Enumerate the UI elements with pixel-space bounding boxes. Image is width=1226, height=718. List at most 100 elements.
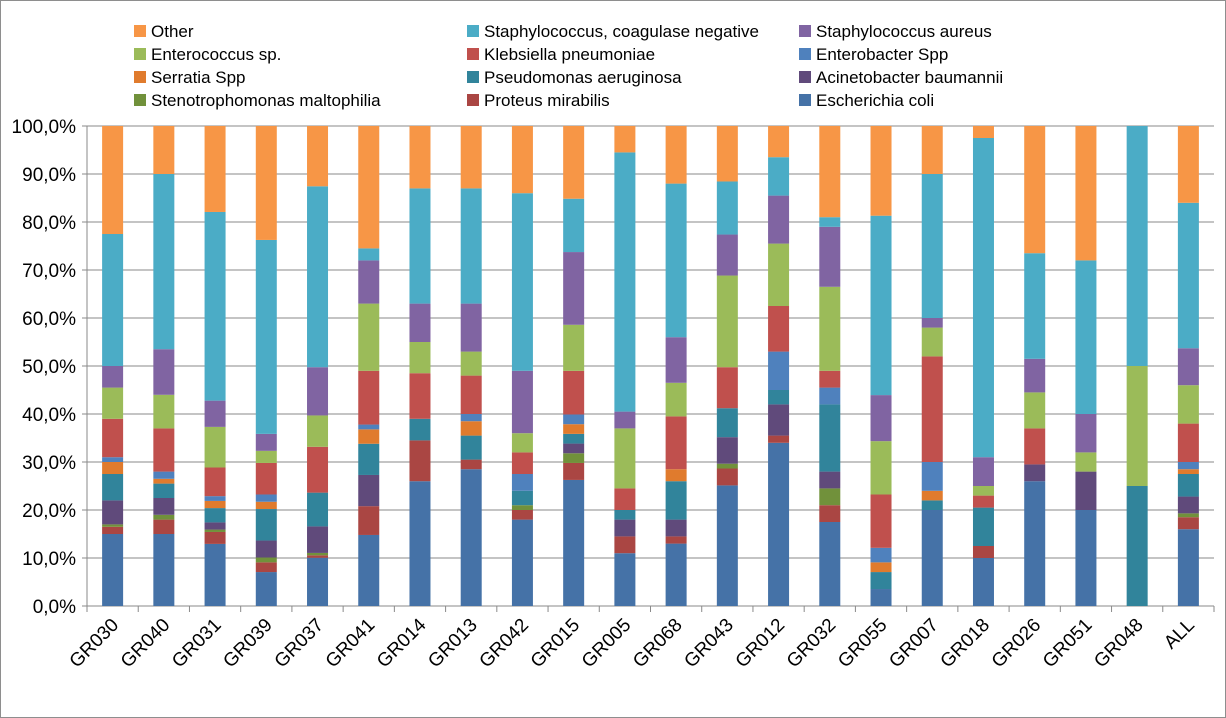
legend-label: Klebsiella pneumoniae <box>484 45 655 64</box>
bar-segment-gr043-other <box>716 126 738 182</box>
bar-segment-gr032-stenotrophomonas-maltophilia <box>819 488 841 506</box>
bar-segment-gr030-proteus-mirabilis <box>102 526 124 534</box>
legend-item-klebsiella-pneumoniae: Klebsiella pneumoniae <box>467 45 655 64</box>
bar-segment-gr015-pseudomonas-aeruginosa <box>563 433 585 444</box>
y-tick-label: 10,0% <box>22 549 76 570</box>
bar-segment-gr039-staphylococcus-aureus <box>255 433 277 451</box>
bar-segment-gr007-staphylococcus-aureus <box>921 318 943 328</box>
x-category-label: GR005 <box>578 615 635 672</box>
bar-segment-gr013-enterococcus-sp <box>460 351 482 376</box>
bar-segment-all-pseudomonas-aeruginosa <box>1177 474 1199 497</box>
x-category-label: GR048 <box>1090 615 1147 672</box>
x-category-label: GR040 <box>117 615 174 672</box>
bar-segment-gr014-pseudomonas-aeruginosa <box>409 418 431 441</box>
bar-segment-gr030-stenotrophomonas-maltophilia <box>102 524 124 527</box>
y-tick-label: 90,0% <box>22 165 76 186</box>
y-tick-labels: 0,0% 10,0% 20,0% 30,0% 40,0% 50,0% 60,0% 70,0% 8… <box>12 117 77 618</box>
bar-segment-gr068-klebsiella-pneumoniae <box>665 416 687 470</box>
bar-segment-gr039-proteus-mirabilis <box>255 562 277 573</box>
bar-segment-gr039-stenotrophomonas-maltophilia <box>255 557 277 563</box>
bar-segment-gr037-enterococcus-sp <box>307 415 329 447</box>
bar-segment-gr015-stenotrophomonas-maltophilia <box>563 453 585 463</box>
bar-segment-gr037-klebsiella-pneumoniae <box>307 446 329 493</box>
bar-segment-gr037-staphylococcus-aureus <box>307 367 329 416</box>
x-category-labels: GR030GR040GR031GR039GR037GR041GR014GR013… <box>66 614 1199 672</box>
bar-segment-gr032-proteus-mirabilis <box>819 505 841 522</box>
bar-segment-gr042-pseudomonas-aeruginosa <box>511 490 533 506</box>
bar-segment-gr030-enterobacter-spp <box>102 457 124 462</box>
bar-segment-gr005-escherichia-coli <box>614 553 636 606</box>
bar-segment-gr014-staphylococcus-aureus <box>409 303 431 342</box>
bar-segment-gr013-pseudomonas-aeruginosa <box>460 435 482 460</box>
bar-segment-gr005-pseudomonas-aeruginosa <box>614 510 636 520</box>
bar-segment-gr026-staphylococcus-coagulase-negative <box>1024 253 1046 359</box>
legend-item-enterococcus-sp: Enterococcus sp. <box>134 45 281 64</box>
bar-segment-gr030-pseudomonas-aeruginosa <box>102 474 124 501</box>
bar-segment-gr014-proteus-mirabilis <box>409 440 431 482</box>
bar-segment-gr007-klebsiella-pneumoniae <box>921 356 943 462</box>
bar-segment-gr043-acinetobacter-baumannii <box>716 437 738 464</box>
bar-segment-gr042-escherichia-coli <box>511 519 533 606</box>
bar-segment-gr068-proteus-mirabilis <box>665 536 687 544</box>
bar-segment-gr012-proteus-mirabilis <box>768 435 790 443</box>
bar-segment-gr042-enterobacter-spp <box>511 474 533 491</box>
bar-segment-gr014-enterococcus-sp <box>409 342 431 374</box>
legend-swatch <box>134 48 146 60</box>
bar-segment-gr031-proteus-mirabilis <box>204 531 226 544</box>
bar-segment-gr030-staphylococcus-aureus <box>102 366 124 388</box>
bar-segment-gr042-other <box>511 126 533 194</box>
bar-segment-gr012-escherichia-coli <box>768 442 790 606</box>
bar-segment-gr068-acinetobacter-baumannii <box>665 519 687 537</box>
bar-segment-gr040-stenotrophomonas-maltophilia <box>153 514 175 520</box>
bar-segment-gr014-staphylococcus-coagulase-negative <box>409 188 431 304</box>
bar-segment-gr032-other <box>819 126 841 218</box>
legend-item-stenotrophomonas-maltophilia: Stenotrophomonas maltophilia <box>134 91 381 110</box>
bar-segment-gr031-enterococcus-sp <box>204 426 226 468</box>
bar-segment-all-escherichia-coli <box>1177 529 1199 606</box>
legend-label: Proteus mirabilis <box>484 91 610 110</box>
bar-segment-gr055-serratia-spp <box>870 562 892 573</box>
bar-segment-gr043-pseudomonas-aeruginosa <box>716 408 738 438</box>
legend-item-other: Other <box>134 22 194 41</box>
x-category-label: ALL <box>1160 615 1199 654</box>
bar-segment-gr055-enterobacter-spp <box>870 547 892 563</box>
bar-segment-gr037-proteus-mirabilis <box>307 555 329 558</box>
bar-segment-gr051-enterococcus-sp <box>1075 452 1097 472</box>
bar-segment-gr055-staphylococcus-aureus <box>870 395 892 442</box>
bar-segment-gr026-acinetobacter-baumannii <box>1024 464 1046 482</box>
x-category-label: GR041 <box>322 615 379 672</box>
legend-label: Enterobacter Spp <box>816 45 948 64</box>
y-tick-label: 100,0% <box>12 117 77 138</box>
bar-segment-gr012-acinetobacter-baumannii <box>768 404 790 436</box>
bar-segment-gr032-enterobacter-spp <box>819 387 841 405</box>
bar-segment-gr013-serratia-spp <box>460 421 482 436</box>
bar-segment-all-enterobacter-spp <box>1177 462 1199 470</box>
bar-segment-gr040-serratia-spp <box>153 478 175 484</box>
bar-segment-gr042-enterococcus-sp <box>511 433 533 453</box>
bar-segment-gr041-staphylococcus-aureus <box>358 260 380 304</box>
x-category-label: GR039 <box>219 615 276 672</box>
legend-swatch <box>134 71 146 83</box>
bar-segment-gr005-klebsiella-pneumoniae <box>614 488 636 510</box>
x-category-label: GR018 <box>937 615 994 672</box>
bar-segment-gr013-enterobacter-spp <box>460 414 482 422</box>
bar-segment-gr015-serratia-spp <box>563 424 585 434</box>
bar-segment-gr026-enterococcus-sp <box>1024 392 1046 429</box>
bar-segment-gr055-escherichia-coli <box>870 589 892 606</box>
bar-segment-gr007-serratia-spp <box>921 490 943 501</box>
bar-segment-gr007-enterobacter-spp <box>921 462 943 491</box>
bar-segment-gr014-other <box>409 126 431 189</box>
bar-segment-gr015-staphylococcus-coagulase-negative <box>563 198 585 253</box>
bar-segment-gr032-klebsiella-pneumoniae <box>819 370 841 388</box>
bar-segment-gr026-escherichia-coli <box>1024 481 1046 606</box>
bar-segment-gr037-stenotrophomonas-maltophilia <box>307 552 329 556</box>
y-tick-label: 70,0% <box>22 261 76 282</box>
legend-label: Other <box>151 22 194 41</box>
bar-segment-gr007-escherichia-coli <box>921 510 943 606</box>
x-category-label: GR012 <box>732 615 789 672</box>
bar-segment-gr041-staphylococcus-coagulase-negative <box>358 248 380 261</box>
bar-segment-gr013-staphylococcus-coagulase-negative <box>460 188 482 304</box>
bar-segment-gr015-enterobacter-spp <box>563 414 585 425</box>
